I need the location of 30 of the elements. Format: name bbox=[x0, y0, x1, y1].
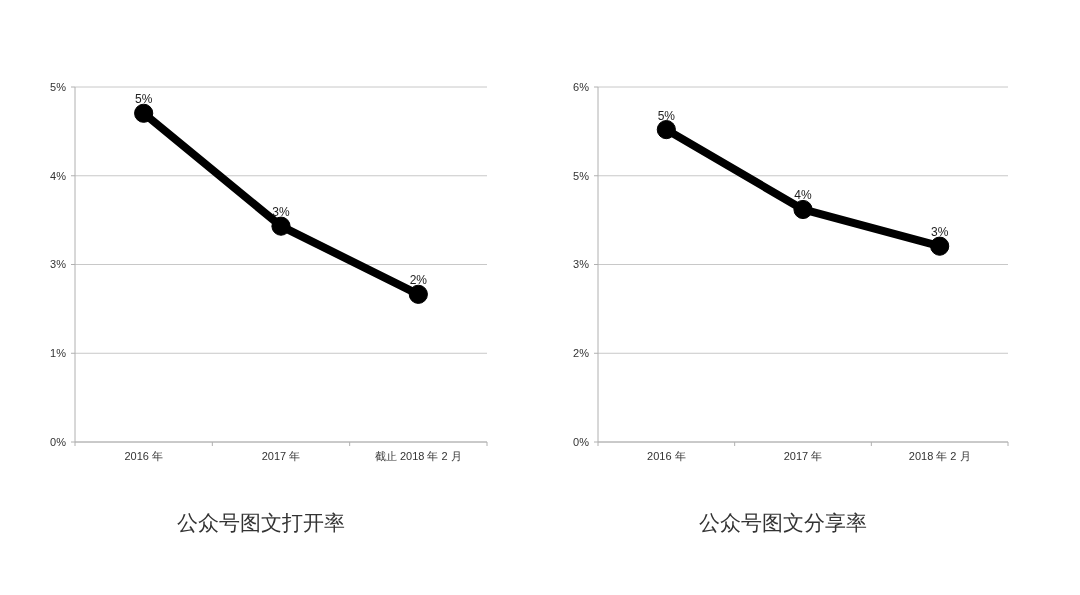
data-label: 3% bbox=[272, 205, 290, 220]
y-tick-label: 3% bbox=[50, 258, 67, 271]
x-tick-label: 截止 2018 年 2 月 bbox=[374, 450, 462, 462]
data-label: 5% bbox=[657, 108, 676, 123]
x-tick-label: 2017 年 bbox=[783, 450, 823, 462]
point bbox=[134, 103, 154, 123]
y-tick-label: 2% bbox=[573, 347, 590, 360]
text: 公众号图文打开率 bbox=[177, 511, 345, 534]
point bbox=[930, 236, 950, 256]
data-label: 2% bbox=[409, 273, 428, 288]
y-tick-label: 1% bbox=[50, 347, 67, 360]
y-tick-label: 3% bbox=[573, 258, 590, 271]
y-tick-label: 6% bbox=[573, 80, 590, 93]
x-tick-label: 2016 年 bbox=[124, 450, 163, 462]
point bbox=[408, 284, 428, 304]
text: 公众号图文分享率 bbox=[699, 511, 867, 534]
y-tick-label: 0% bbox=[50, 435, 67, 448]
x-tick-label: 2017 年 bbox=[261, 450, 301, 462]
point bbox=[793, 199, 813, 220]
point bbox=[656, 120, 676, 140]
x-tick-label: 2016 年 bbox=[647, 450, 686, 462]
data-label: 5% bbox=[134, 92, 153, 107]
y-tick-label: 5% bbox=[50, 80, 67, 93]
y-tick-label: 4% bbox=[50, 169, 67, 182]
data-label: 3% bbox=[930, 225, 949, 240]
x-tick-label: 2018 年 2 月 bbox=[908, 450, 971, 462]
data-label: 4% bbox=[794, 188, 812, 203]
y-tick-label: 5% bbox=[573, 169, 590, 182]
y-tick-label: 0% bbox=[573, 435, 590, 448]
point bbox=[271, 216, 291, 236]
